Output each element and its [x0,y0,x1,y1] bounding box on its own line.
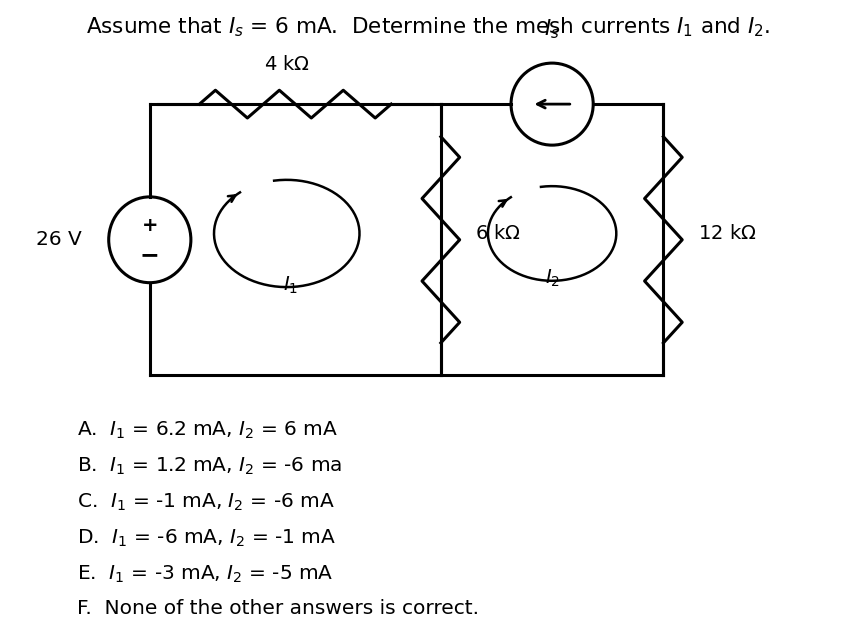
Text: B.  $I_1$ = 1.2 mA, $I_2$ = -6 ma: B. $I_1$ = 1.2 mA, $I_2$ = -6 ma [77,456,342,477]
Text: 6 k$\Omega$: 6 k$\Omega$ [475,224,521,243]
Text: 4 k$\Omega$: 4 k$\Omega$ [264,55,310,74]
Text: 12 k$\Omega$: 12 k$\Omega$ [698,224,756,243]
Text: A.  $I_1$ = 6.2 mA, $I_2$ = 6 mA: A. $I_1$ = 6.2 mA, $I_2$ = 6 mA [77,420,338,441]
Text: E.  $I_1$ = -3 mA, $I_2$ = -5 mA: E. $I_1$ = -3 mA, $I_2$ = -5 mA [77,563,334,585]
Text: C.  $I_1$ = -1 mA, $I_2$ = -6 mA: C. $I_1$ = -1 mA, $I_2$ = -6 mA [77,492,335,513]
Text: $I_2$: $I_2$ [544,268,560,290]
Text: +: + [141,216,158,235]
Text: −: − [140,244,160,268]
Text: 26 V: 26 V [36,230,81,249]
Text: Assume that $I_s$ = 6 mA.  Determine the mesh currents $I_1$ and $I_2$.: Assume that $I_s$ = 6 mA. Determine the … [86,16,770,39]
Text: $I_s$: $I_s$ [544,18,560,41]
Text: F.  None of the other answers is correct.: F. None of the other answers is correct. [77,599,479,618]
Text: $I_1$: $I_1$ [283,274,299,296]
Text: D.  $I_1$ = -6 mA, $I_2$ = -1 mA: D. $I_1$ = -6 mA, $I_2$ = -1 mA [77,528,336,549]
